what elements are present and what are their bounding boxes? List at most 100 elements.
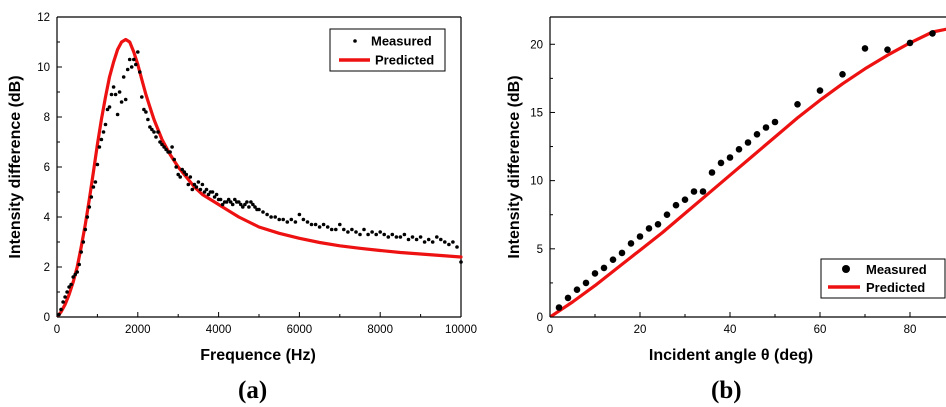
panel-b-measured-point	[636, 233, 644, 240]
panel-a-measured-point	[83, 227, 88, 232]
panel-b-y-tick-label: 5	[537, 244, 543, 256]
panel-a-measured-point	[105, 107, 110, 112]
panel-b-y-axis-title: Intensity difference (dB)	[506, 75, 523, 258]
panel-a-measured-point	[239, 202, 243, 207]
panel-a-measured-point	[79, 250, 83, 254]
panel-a-measured-point	[69, 282, 73, 287]
panel-a-measured-point	[297, 212, 302, 217]
panel-a-measured-point	[265, 212, 269, 217]
panel-a-measured-point	[382, 232, 387, 237]
panel-a-measured-point	[184, 172, 189, 177]
panel-b-measured-point	[609, 256, 617, 264]
panel-a-measured-point	[162, 145, 166, 149]
panel-a-measured-point	[150, 127, 154, 132]
panel-a-measured-point	[77, 262, 81, 267]
panel-b-y-tick-label: 15	[530, 107, 543, 119]
panel-a-measured-point	[269, 215, 273, 219]
panel-a-measured-point	[91, 185, 96, 189]
panel-a-measured-point	[237, 200, 241, 204]
panel-a-measured-point	[174, 165, 178, 169]
panel-b-measured-point	[762, 124, 770, 131]
panel-b-x-tick-label: 20	[634, 324, 647, 336]
panel-a-measured-point	[378, 230, 383, 234]
panel-a-measured-point	[230, 202, 235, 207]
panel-a-measured-point	[362, 227, 366, 232]
panel-a-measured-point	[121, 75, 126, 79]
panel-b-measured-point	[663, 211, 671, 218]
panel-b-x-axis-ticks: 0 20 40 60 80	[547, 312, 917, 336]
panel-a-measured-point	[309, 222, 314, 227]
panel-b-measured-point	[699, 188, 707, 195]
panel-a-measured-point	[451, 240, 455, 244]
panel-b-measured-point	[735, 146, 743, 153]
panel-a-measured-point	[180, 167, 184, 172]
panel-a-y-tick-label: 4	[44, 212, 51, 224]
panel-a-measured-point	[354, 230, 358, 234]
panel-a-measured-point	[176, 172, 180, 177]
panel-a-measured-point	[447, 242, 451, 247]
panel-a-legend-measured-marker	[353, 39, 357, 43]
panel-a-measured-point	[273, 215, 278, 219]
panel-a-measured-point	[245, 200, 249, 204]
panel-b-x-tick-label: 0	[547, 324, 553, 336]
panel-b-measured-point	[573, 286, 581, 294]
panel-a-measured-point	[182, 170, 187, 174]
panel-a-measured-point	[75, 270, 79, 274]
panel-b-measured-point	[690, 188, 698, 195]
panel-a-y-axis-ticks: 0 2 4 6 8 10 12	[37, 12, 62, 324]
panel-a-measured-point	[390, 232, 395, 237]
panel-b-measured-point	[816, 87, 824, 94]
chart-panel-a: 0 2000 4000 6000 8000 10000 0 2 4 6 8 10 12 Frequen…	[7, 12, 477, 404]
panel-a-measured-point	[334, 227, 338, 232]
panel-b-measured-point	[645, 225, 653, 232]
panel-a-measured-point	[125, 67, 130, 72]
panel-a-x-tick-label: 2000	[125, 324, 151, 336]
panel-b-measured-point	[681, 196, 689, 203]
chart-panel-b: 0 20 40 60 80 0 5 10 15 20 Incident angle θ (deg…	[506, 16, 946, 404]
panel-b-y-tick-label: 0	[537, 312, 543, 324]
panel-a-measured-point	[158, 140, 162, 144]
panel-a-measured-point	[212, 195, 217, 199]
panel-a-legend-measured-label: Measured	[371, 34, 432, 49]
panel-b-measured-point	[627, 240, 635, 247]
panel-a-measured-point	[210, 190, 215, 194]
panel-a-x-tick-label: 6000	[287, 324, 313, 336]
panel-a-measured-point	[59, 307, 63, 312]
panel-a-measured-point	[398, 235, 403, 239]
panel-a-measured-point	[119, 100, 124, 104]
panel-a-legend-predicted-label: Predicted	[375, 53, 434, 68]
panel-b-measured-point	[884, 46, 891, 53]
panel-a-measured-point	[435, 235, 439, 239]
panel-a-measured-point	[129, 65, 134, 69]
panel-b-x-tick-label: 40	[724, 324, 737, 336]
panel-a-measured-point	[101, 130, 106, 134]
panel-b-measured-point	[582, 279, 590, 287]
panel-a-measured-point	[261, 210, 265, 214]
panel-a-measured-point	[289, 217, 294, 222]
panel-a-measured-point	[439, 237, 443, 242]
panel-b-y-tick-label: 10	[530, 176, 543, 188]
panel-b-legend-measured-label: Measured	[866, 262, 927, 277]
panel-a-measured-point	[115, 112, 120, 117]
panel-b-x-tick-label: 80	[904, 324, 917, 336]
panel-a-measured-point	[321, 222, 326, 227]
panel-a-measured-point	[218, 197, 223, 202]
panel-a-measured-point	[305, 220, 310, 224]
panel-a-measured-point	[410, 235, 415, 239]
panel-a-y-tick-label: 6	[44, 162, 50, 174]
panel-a-measured-point	[127, 57, 132, 62]
panel-b-x-tick-label: 60	[814, 324, 827, 336]
panel-a-measured-point	[430, 240, 435, 244]
panel-b-measured-point	[654, 221, 662, 228]
panel-a-measured-point	[196, 180, 201, 184]
panel-a-measured-point	[366, 232, 370, 237]
panel-b-measured-point	[794, 101, 801, 108]
panel-a-measured-point	[85, 215, 90, 219]
panel-a-measured-point	[204, 187, 209, 192]
panel-a-legend-box	[329, 28, 446, 72]
panel-a-measured-point	[220, 202, 225, 207]
panel-a-measured-point	[107, 105, 112, 109]
panel-a-measured-point	[61, 300, 65, 304]
panel-b-measured-point	[929, 30, 936, 37]
panel-a-measured-point	[97, 145, 102, 149]
